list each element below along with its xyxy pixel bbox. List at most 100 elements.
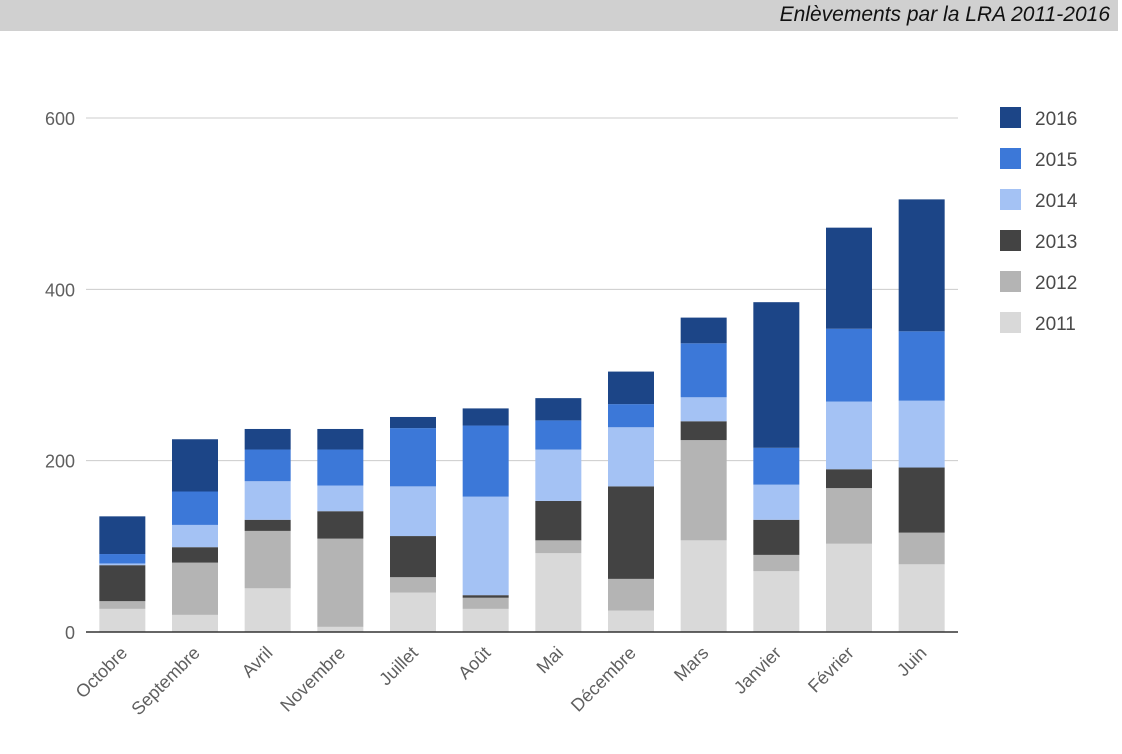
bar-segment-2012 — [317, 538, 364, 627]
bar-segment-2012 — [172, 562, 218, 615]
bar-segment-2014 — [680, 397, 727, 422]
bar-segment-2012 — [753, 554, 800, 572]
bar-stack — [462, 408, 509, 632]
bar-segment-2014 — [462, 496, 509, 596]
x-tick-label: Novembre — [276, 643, 349, 716]
bar-segment-2016 — [753, 302, 800, 448]
legend-swatch-2012 — [1000, 271, 1021, 292]
bar-segment-2014 — [826, 401, 872, 470]
bar-segment-2014 — [99, 563, 146, 566]
legend-swatch-2013 — [1000, 230, 1021, 251]
bar-segment-2015 — [244, 449, 291, 482]
legend-label-2014: 2014 — [1035, 191, 1078, 212]
bar-stack — [317, 428, 364, 632]
bar-segment-2013 — [535, 500, 582, 541]
bar-segment-2015 — [608, 404, 654, 428]
bar-segment-2011 — [680, 540, 727, 632]
bar-segment-2015 — [390, 428, 436, 487]
title-bar: Enlèvements par la LRA 2011-2016 — [0, 0, 1118, 31]
legend-label-2011: 2011 — [1035, 314, 1076, 335]
bar-segment-2014 — [898, 400, 945, 468]
bar-segment-2013 — [680, 421, 727, 441]
legend-label-2013: 2013 — [1035, 232, 1077, 253]
x-tick-label: Septembre — [127, 643, 203, 719]
grid-layer — [86, 117, 958, 462]
chart-title: Enlèvements par la LRA 2011-2016 — [779, 3, 1110, 26]
bar-segment-2016 — [462, 408, 509, 426]
legend-swatch-2014 — [1000, 189, 1021, 210]
x-tick-label: Juillet — [375, 643, 422, 690]
x-tick-label: Août — [454, 643, 494, 683]
legend-swatch-2015 — [1000, 148, 1021, 169]
bar-segment-2012 — [680, 440, 727, 541]
y-tick-label: 0 — [65, 623, 75, 643]
bar-stack — [680, 317, 727, 632]
bar-segment-2014 — [390, 486, 436, 537]
bar-segment-2015 — [172, 491, 218, 525]
bar-stack — [753, 302, 800, 632]
x-tick-label: Mai — [533, 643, 568, 678]
bar-segment-2013 — [898, 467, 945, 533]
bar-segment-2014 — [608, 427, 654, 487]
bar-segment-2015 — [99, 554, 146, 564]
bar-segment-2012 — [826, 488, 872, 544]
bar-segment-2012 — [462, 597, 509, 609]
bar-segment-2011 — [753, 571, 800, 632]
y-tick-label: 600 — [45, 109, 75, 129]
bar-segment-2012 — [99, 601, 146, 609]
bar-segment-2015 — [680, 343, 727, 398]
bar-stack — [99, 516, 146, 632]
legend-swatch-2011 — [1000, 312, 1021, 333]
bar-segment-2013 — [826, 469, 872, 489]
bar-segment-2015 — [898, 331, 945, 401]
bar-segment-2015 — [753, 447, 800, 485]
bar-segment-2011 — [462, 608, 509, 632]
bar-segment-2012 — [244, 530, 291, 589]
bar-segment-2015 — [826, 328, 872, 402]
bar-segment-2016 — [898, 199, 945, 332]
x-tick-label: Avril — [238, 643, 277, 682]
bar-segment-2016 — [826, 227, 872, 329]
bar-segment-2014 — [535, 449, 582, 501]
bar-stack — [244, 428, 291, 632]
legend: 2016 2015 2014 2013 2012 2011 — [1000, 107, 1078, 335]
legend-label-2016: 2016 — [1035, 109, 1077, 130]
bar-segment-2012 — [608, 578, 654, 611]
bar-segment-2011 — [535, 553, 582, 632]
bar-segment-2013 — [172, 547, 218, 563]
bar-segment-2016 — [244, 428, 291, 450]
bar-segment-2015 — [535, 420, 582, 450]
bar-stack — [898, 199, 945, 632]
bar-segment-2013 — [462, 595, 509, 598]
y-tick-label: 200 — [45, 452, 75, 472]
bar-stack — [608, 371, 654, 632]
bar-segment-2011 — [317, 626, 364, 632]
bar-segment-2015 — [317, 449, 364, 486]
bar-segment-2016 — [317, 428, 364, 450]
bar-segment-2013 — [99, 565, 146, 602]
bar-segment-2013 — [244, 519, 291, 531]
x-tick-label: Février — [804, 643, 858, 697]
bar-stack — [390, 416, 436, 632]
bar-segment-2016 — [608, 371, 654, 405]
bar-segment-2011 — [608, 610, 654, 632]
bar-segment-2014 — [317, 485, 364, 512]
x-tick-label: Janvier — [730, 643, 785, 698]
bar-segment-2012 — [535, 540, 582, 554]
bar-segment-2013 — [390, 536, 436, 578]
bar-segment-2013 — [753, 519, 800, 555]
bar-segment-2014 — [753, 484, 800, 520]
bar-segment-2016 — [99, 516, 146, 555]
bar-segment-2011 — [826, 543, 872, 632]
bar-segment-2016 — [172, 439, 218, 492]
x-tick-label: Juin — [893, 643, 930, 680]
bar-stack — [535, 398, 582, 632]
bar-segment-2013 — [317, 511, 364, 539]
bar-segment-2016 — [680, 317, 727, 344]
legend-swatch-2016 — [1000, 107, 1021, 128]
legend-label-2012: 2012 — [1035, 273, 1077, 294]
bar-segment-2011 — [898, 564, 945, 632]
bars-layer — [99, 199, 945, 632]
bar-stack — [826, 227, 872, 632]
bar-segment-2011 — [99, 608, 146, 632]
